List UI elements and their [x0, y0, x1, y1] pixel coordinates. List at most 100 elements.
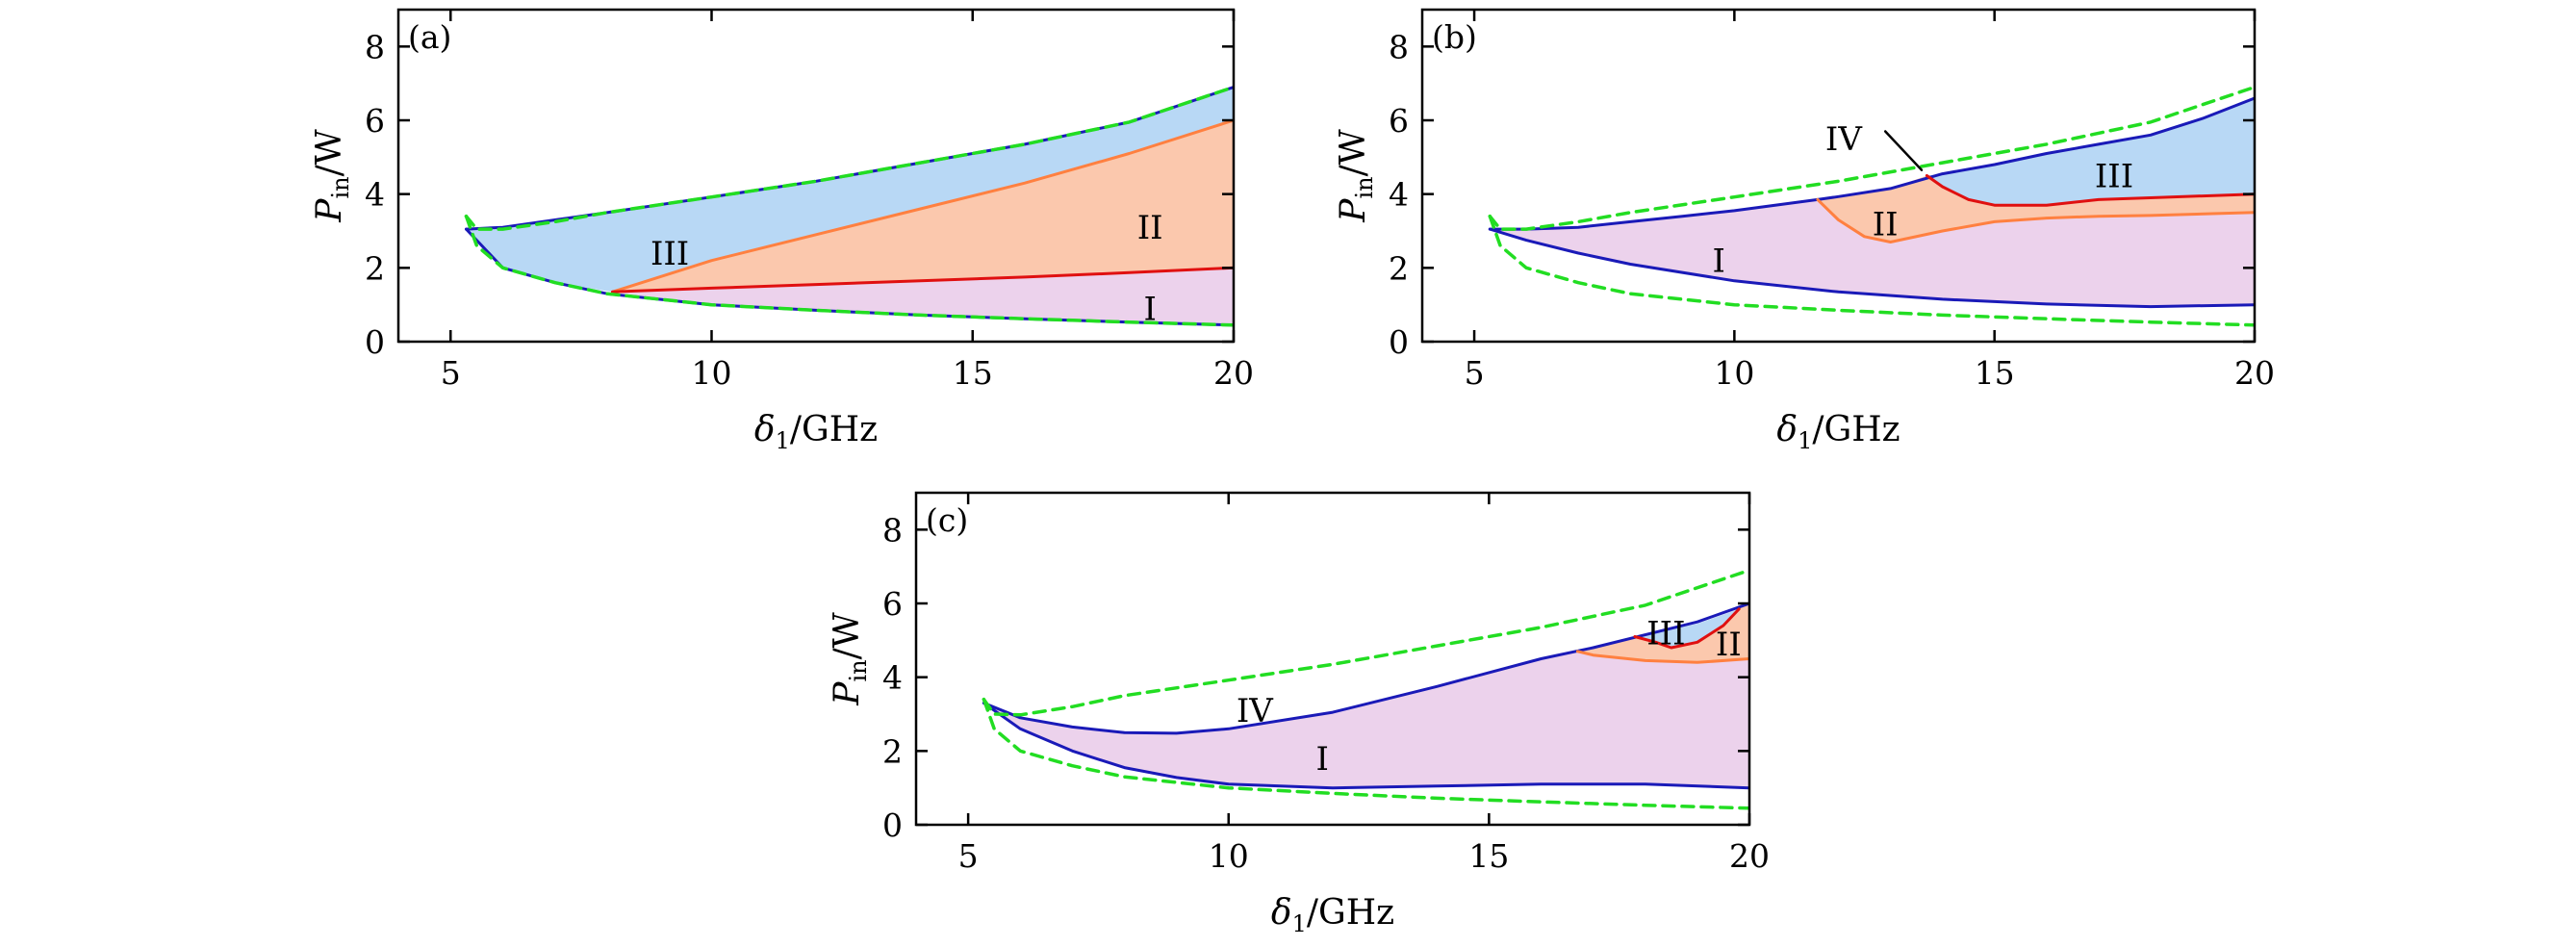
- boundary-red-II-III-b: [1925, 174, 2255, 207]
- boundary-blue-upper-c: [982, 601, 1749, 735]
- y-tick-label-a: 0: [365, 323, 385, 361]
- x-tick-label-b: 20: [2234, 354, 2275, 392]
- x-tick-label-a: 20: [1213, 354, 1254, 392]
- boundary-orange-II-III-a: [610, 118, 1234, 294]
- x-axis-label-a: δ1/GHz: [754, 410, 878, 454]
- x-tick-label-b: 15: [1975, 354, 2015, 392]
- x-tick-label-a: 5: [441, 354, 461, 392]
- y-axis-label-c: Pin/W: [828, 612, 872, 706]
- panel-label-c: (c): [926, 501, 968, 539]
- x-tick-label-b: 10: [1714, 354, 1754, 392]
- region-I-fill-b: [1490, 199, 2255, 307]
- y-tick-label-b: 4: [1389, 176, 1409, 214]
- x-axis-symbol-c: δ: [1271, 893, 1292, 933]
- region-label-IV-b: IV: [1825, 120, 1863, 159]
- boundary-green-upper-b: [1488, 85, 2255, 231]
- x-axis-subscript-b: 1: [1798, 427, 1812, 454]
- y-tick-label-b: 0: [1389, 323, 1409, 361]
- region-III-fill-c: [1634, 608, 1740, 648]
- region-II-fill-c: [1577, 603, 1749, 663]
- y-tick-label-c: 6: [882, 585, 903, 623]
- boundary-orange-I-II-c: [1575, 650, 1749, 664]
- axes-frame-c: [914, 491, 1751, 827]
- y-tick-label-c: 2: [882, 732, 903, 770]
- boundary-orange-I-II-b: [1816, 197, 2255, 243]
- region-label-III-b: III: [2095, 158, 2133, 196]
- boundary-blue-lower-c: [982, 702, 1749, 790]
- y-tick-label-a: 6: [365, 102, 385, 140]
- plot-area-b: [1488, 85, 2255, 327]
- y-axis-unit-c: /W: [828, 612, 867, 659]
- boundary-green-upper-a: [464, 85, 1234, 231]
- y-tick-label-a: 2: [365, 249, 385, 287]
- y-axis-symbol-b: P: [1334, 198, 1373, 223]
- y-tick-label-c: 0: [882, 806, 903, 844]
- boundary-green-lower-b: [1488, 214, 2255, 327]
- y-axis-unit-b: /W: [1334, 129, 1373, 176]
- axes-frame-b: [1420, 8, 2257, 344]
- y-tick-label-b: 6: [1389, 102, 1409, 140]
- y-axis-subscript-c: in: [845, 659, 872, 681]
- plot-area-a: [464, 85, 1234, 327]
- region-III-fill-a: [466, 87, 1234, 293]
- x-axis-label-c: δ1/GHz: [1271, 893, 1394, 937]
- x-axis-subscript-c: 1: [1292, 910, 1307, 937]
- x-axis-subscript-a: 1: [776, 427, 790, 454]
- panel-label-b: (b): [1432, 18, 1477, 56]
- x-tick-label-a: 10: [692, 354, 732, 392]
- boundary-green-upper-c: [982, 568, 1749, 717]
- panel-label-a: (a): [408, 18, 451, 56]
- x-axis-unit-b: /GHz: [1812, 410, 1900, 449]
- x-tick-label-c: 10: [1209, 837, 1249, 875]
- region-label-II-b: II: [1873, 205, 1899, 243]
- y-axis-unit-a: /W: [310, 129, 349, 176]
- y-tick-label-b: 2: [1389, 249, 1409, 287]
- x-tick-label-c: 20: [1729, 837, 1770, 875]
- region-label-III-a: III: [650, 235, 689, 273]
- x-axis-unit-c: /GHz: [1307, 893, 1394, 933]
- x-axis-symbol-a: δ: [754, 410, 776, 449]
- boundary-blue-upper-b: [1488, 96, 2255, 231]
- region-label-IV-c: IV: [1237, 692, 1274, 730]
- boundary-green-lower-a: [464, 214, 1234, 327]
- region-label-I-a: I: [1143, 291, 1156, 329]
- region-label-III-c: III: [1646, 615, 1685, 653]
- region-label-I-b: I: [1712, 243, 1724, 281]
- y-axis-symbol-c: P: [828, 681, 867, 706]
- boundary-red-I-II-a: [610, 266, 1234, 294]
- y-axis-symbol-a: P: [310, 198, 349, 223]
- x-axis-label-b: δ1/GHz: [1776, 410, 1900, 454]
- region-II-fill-a: [612, 120, 1234, 293]
- y-axis-subscript-b: in: [1351, 176, 1378, 198]
- axes-frame-a: [396, 8, 1236, 344]
- annotation-pointer-pointer-IV-b: [1883, 130, 1924, 171]
- boundary-red-II-III-c: [1633, 607, 1741, 650]
- region-label-II-a: II: [1137, 209, 1163, 247]
- y-tick-label-a: 4: [365, 176, 385, 214]
- y-tick-label-a: 8: [365, 28, 385, 65]
- x-axis-unit-a: /GHz: [790, 410, 878, 449]
- x-tick-label-c: 15: [1468, 837, 1509, 875]
- region-label-II-c: II: [1716, 626, 1742, 664]
- y-tick-label-c: 4: [882, 659, 903, 697]
- y-axis-subscript-a: in: [327, 176, 354, 198]
- region-I-fill-a: [612, 268, 1234, 325]
- region-label-I-c: I: [1315, 740, 1328, 779]
- boundary-blue-lower-b: [1488, 227, 2255, 309]
- boundary-green-lower-c: [982, 697, 1749, 810]
- x-tick-label-c: 5: [958, 837, 979, 875]
- y-axis-label-a: Pin/W: [310, 129, 354, 223]
- x-tick-label-a: 15: [953, 354, 993, 392]
- plot-area-c: [982, 568, 1749, 810]
- x-tick-label-b: 5: [1465, 354, 1485, 392]
- x-axis-symbol-b: δ: [1776, 410, 1798, 449]
- region-I-fill-c: [983, 651, 1749, 788]
- y-tick-label-b: 8: [1389, 28, 1409, 65]
- region-II-fill-b: [1817, 175, 2255, 243]
- y-axis-label-b: Pin/W: [1334, 129, 1378, 223]
- region-III-fill-b: [1926, 98, 2255, 206]
